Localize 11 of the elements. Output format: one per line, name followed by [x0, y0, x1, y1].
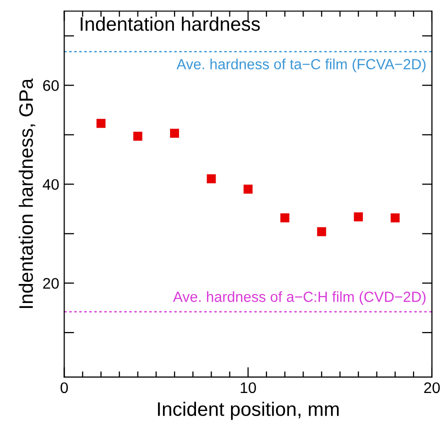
y-axis-title: Indentation hardness, GPa	[18, 78, 36, 308]
x-axis-title: Incident position, mm	[158, 402, 339, 420]
ref-line-label: Ave. hardness of ta−C film (FCVA−2D)	[176, 58, 426, 72]
x-tick-label: 20	[424, 382, 440, 394]
chart-title: Indentation hardness	[80, 16, 260, 31]
y-tick-label: 60	[43, 80, 59, 91]
x-tick-label: 0	[60, 382, 68, 394]
x-tick-label: 10	[240, 382, 256, 394]
y-tick-label: 20	[43, 278, 59, 289]
y-tick-label: 40	[42, 179, 59, 190]
ref-line-label: Ave. hardness of a−C:H film (CVD−2D)	[173, 291, 426, 305]
